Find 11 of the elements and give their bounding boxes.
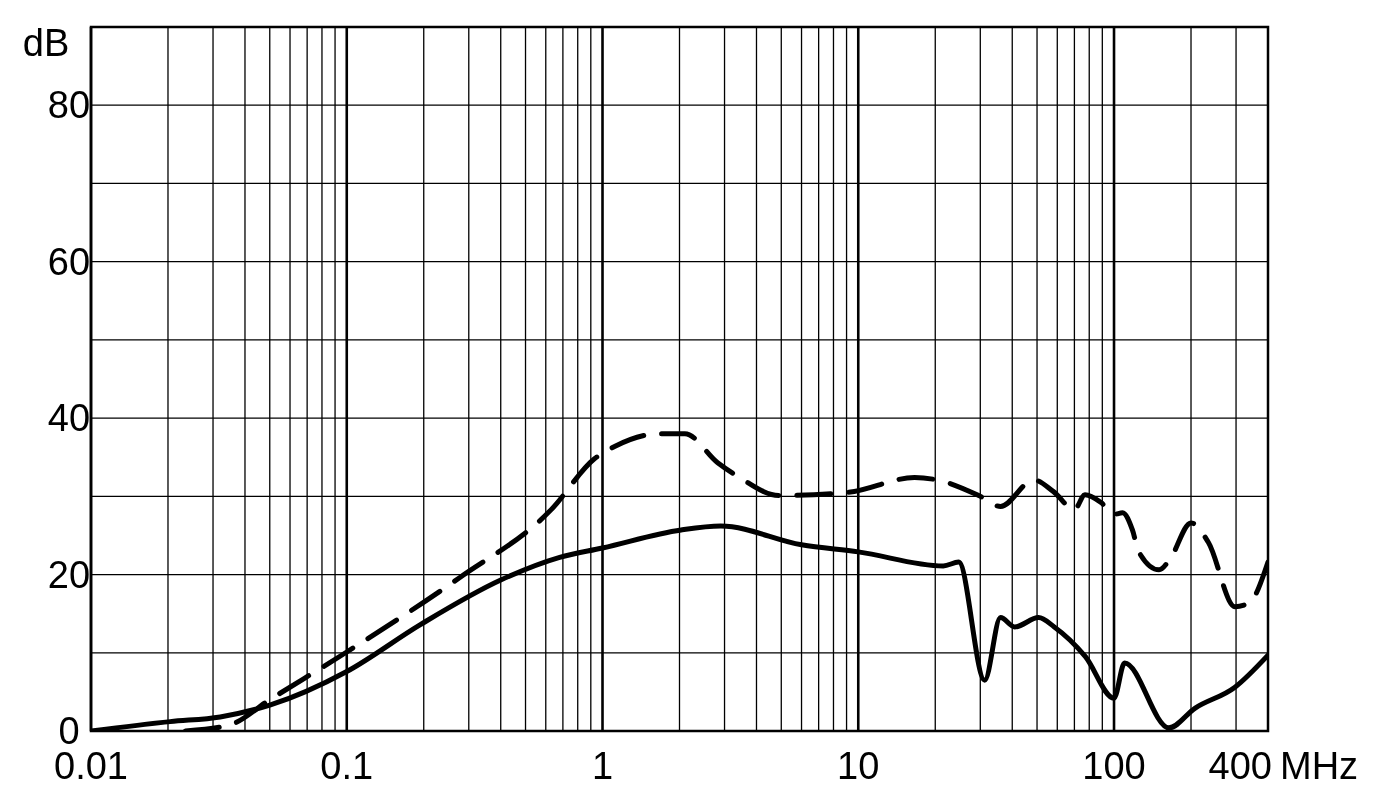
x-tick-label: 0.1 bbox=[320, 745, 374, 787]
x-tick-label: 10 bbox=[837, 745, 880, 787]
x-tick-label: 1 bbox=[591, 745, 614, 787]
x-axis-title: MHz bbox=[1280, 745, 1359, 787]
x-tick-label: 400 bbox=[1208, 745, 1272, 787]
y-tick-label: 80 bbox=[47, 84, 91, 127]
y-tick-label: 40 bbox=[47, 397, 91, 440]
y-tick-label: 60 bbox=[47, 240, 91, 283]
y-axis-title: dB bbox=[22, 22, 70, 64]
y-tick-label: 20 bbox=[47, 553, 91, 596]
x-tick-label: 100 bbox=[1082, 745, 1146, 787]
